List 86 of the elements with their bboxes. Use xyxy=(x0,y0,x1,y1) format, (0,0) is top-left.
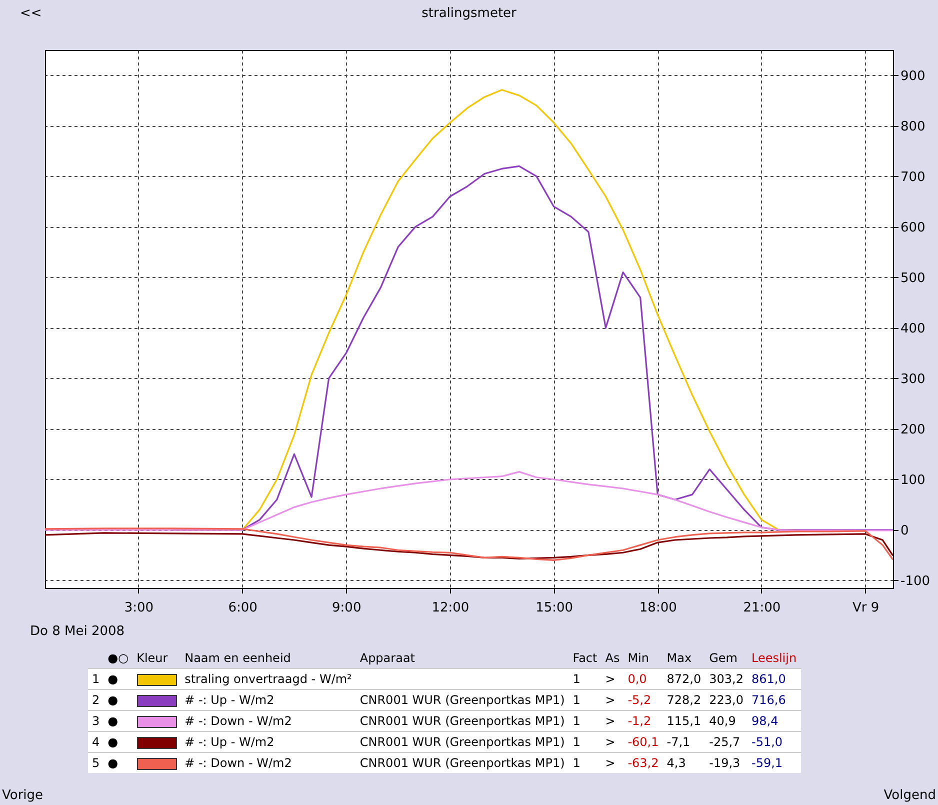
text: -51,0 xyxy=(747,732,801,752)
y-tick-label: 400 xyxy=(900,321,926,336)
text: 0,0 xyxy=(624,668,663,690)
text: 1 xyxy=(568,752,602,773)
text: << xyxy=(20,6,42,21)
y-tick-label: 0 xyxy=(900,523,909,538)
text: -60,1 xyxy=(624,732,663,752)
text: 1 xyxy=(568,732,602,752)
line-series xyxy=(45,532,893,560)
x-tick-label: 21:00 xyxy=(743,600,781,616)
text: 872,0 xyxy=(662,668,706,690)
text: Fact xyxy=(572,650,598,667)
text: > xyxy=(601,752,624,773)
y-tick-label: -100 xyxy=(900,574,930,589)
text: ● xyxy=(104,732,133,752)
text: CNR001 WUR (Greenportkas MP1) xyxy=(356,752,569,773)
text: ● xyxy=(104,668,133,690)
text: Kleur xyxy=(136,650,169,667)
y-tick-label: 600 xyxy=(900,220,926,236)
text: -25,7 xyxy=(705,732,748,752)
text: > xyxy=(601,710,624,732)
text: 40,9 xyxy=(705,710,748,732)
text: -7,1 xyxy=(662,732,706,752)
y-tick-label: 200 xyxy=(900,422,926,438)
text: ● xyxy=(104,710,133,732)
text: Volgend xyxy=(884,788,936,803)
text: CNR001 WUR (Greenportkas MP1) xyxy=(356,732,569,752)
x-tick-label: 9:00 xyxy=(332,600,362,616)
y-tick-label: 800 xyxy=(900,119,926,134)
text: ● xyxy=(104,752,133,773)
text: 5 xyxy=(88,752,104,773)
x-tick-label: 15:00 xyxy=(536,600,574,616)
legend-label: # -: Down - W/m2 xyxy=(180,710,356,732)
text: 728,2 xyxy=(662,690,706,710)
x-tick-label: 18:00 xyxy=(639,600,677,616)
text: Apparaat xyxy=(358,650,416,667)
text: 4,3 xyxy=(662,752,706,773)
text: -59,1 xyxy=(747,752,801,773)
y-tick-label: 900 xyxy=(900,68,926,84)
text: Leeslijn xyxy=(750,650,798,667)
text: -19,3 xyxy=(705,752,748,773)
text: As xyxy=(604,650,621,667)
text: 115,1 xyxy=(662,710,706,732)
text: 1 xyxy=(88,668,104,690)
y-tick-label: 500 xyxy=(900,270,926,286)
text: ● xyxy=(104,690,133,710)
text: > xyxy=(601,732,624,752)
text: 716,6 xyxy=(747,690,801,710)
text: 223,0 xyxy=(705,690,748,710)
text: 861,0 xyxy=(747,668,801,690)
text: -5,2 xyxy=(624,690,663,710)
x-tick-label: 12:00 xyxy=(432,600,470,616)
x-tick-label: 6:00 xyxy=(228,600,258,616)
chart-title: stralingsmeter xyxy=(422,6,516,21)
x-tick-label: 3:00 xyxy=(124,600,154,616)
legend-label: straling onvertraagd - W/m² xyxy=(180,668,356,690)
text: -63,2 xyxy=(624,752,663,773)
text: CNR001 WUR (Greenportkas MP1) xyxy=(356,690,569,710)
text: -1,2 xyxy=(624,710,663,732)
text: CNR001 WUR (Greenportkas MP1) xyxy=(356,710,569,732)
legend-label: # -: Up - W/m2 xyxy=(180,690,356,710)
text: Gem xyxy=(708,650,738,667)
legend-label: # -: Down - W/m2 xyxy=(180,752,356,773)
text: Min xyxy=(626,650,650,667)
text: > xyxy=(601,668,624,690)
text: Max xyxy=(666,650,693,667)
text: 1 xyxy=(568,710,602,732)
text: 98,4 xyxy=(747,710,801,732)
text: 2 xyxy=(88,690,104,710)
line-series xyxy=(45,528,893,562)
text: > xyxy=(601,690,624,710)
text: 4 xyxy=(88,732,104,752)
legend-label: # -: Up - W/m2 xyxy=(180,732,356,752)
text: 1 xyxy=(568,668,602,690)
x-axis-title: Do 8 Mei 2008 xyxy=(30,624,125,639)
line-series xyxy=(45,471,893,532)
text: Vorige xyxy=(2,788,44,803)
y-tick-label: 100 xyxy=(900,472,926,488)
text: ●○ xyxy=(106,650,130,667)
x-tick-label: Vr 9 xyxy=(852,600,880,616)
text: 303,2 xyxy=(705,668,748,690)
text: Naam en eenheid xyxy=(184,650,292,667)
y-tick-label: 300 xyxy=(900,372,926,387)
y-tick-label: 700 xyxy=(900,170,926,185)
text: 1 xyxy=(568,690,602,710)
text: 3 xyxy=(88,710,104,732)
